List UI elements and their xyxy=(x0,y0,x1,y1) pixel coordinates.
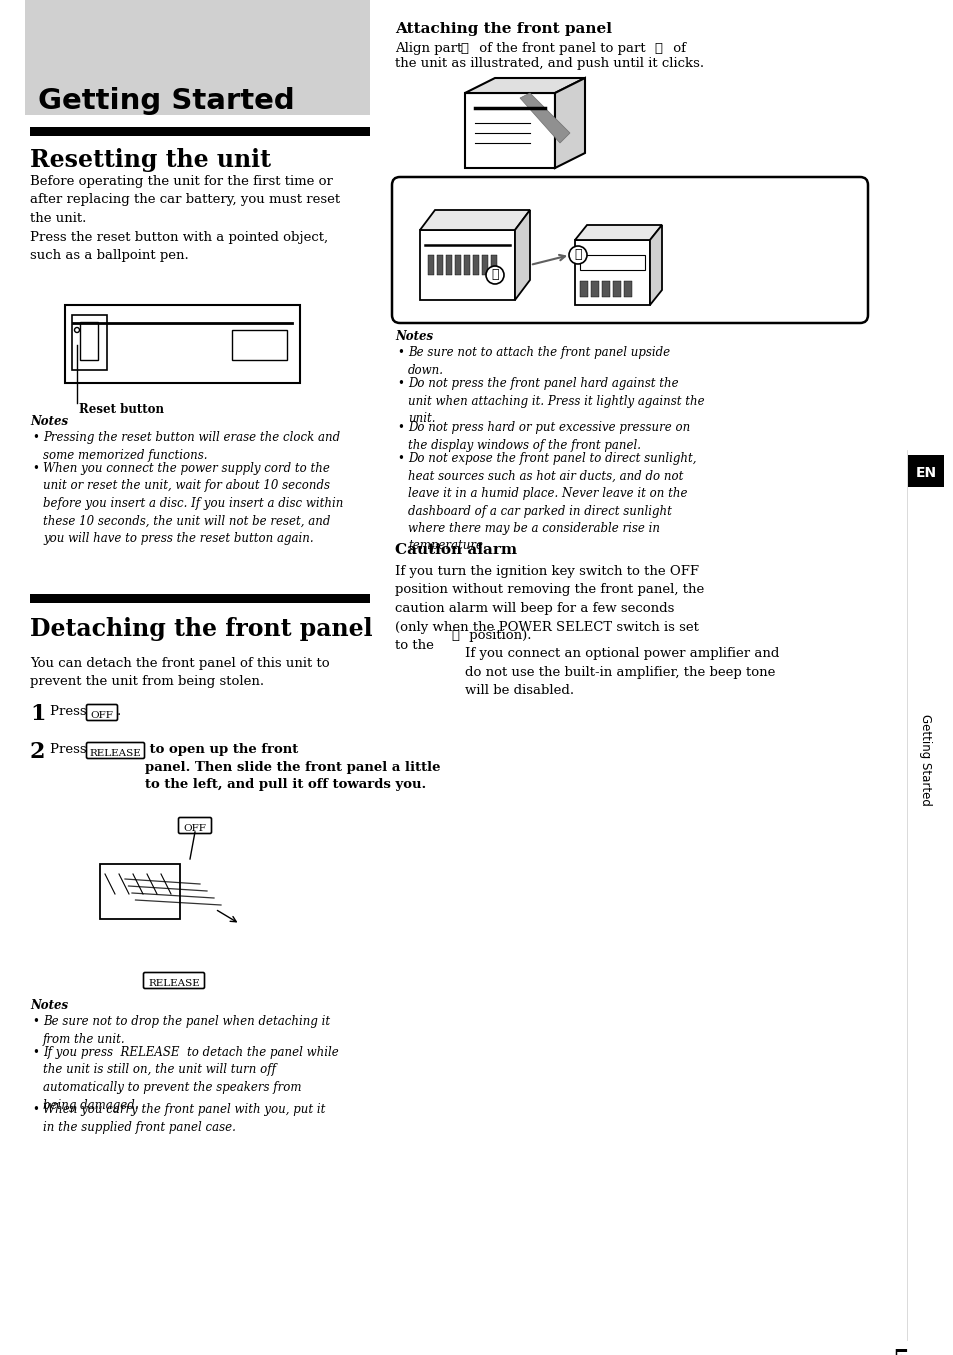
Polygon shape xyxy=(515,210,530,299)
Polygon shape xyxy=(575,225,661,240)
FancyBboxPatch shape xyxy=(232,331,287,360)
Bar xyxy=(455,255,460,275)
Text: 2: 2 xyxy=(30,741,46,763)
Text: •: • xyxy=(32,431,39,444)
Polygon shape xyxy=(464,93,555,168)
FancyBboxPatch shape xyxy=(87,705,117,721)
Text: Ⓑ: Ⓑ xyxy=(491,267,498,280)
Bar xyxy=(491,255,497,275)
Text: Be sure not to attach the front panel upside
down.: Be sure not to attach the front panel up… xyxy=(408,346,669,377)
Text: •: • xyxy=(396,346,403,359)
Text: Reset button: Reset button xyxy=(79,402,164,416)
Text: of: of xyxy=(668,42,685,56)
Text: Notes: Notes xyxy=(30,415,68,428)
Text: If you press  RELEASE  to detach the panel while
the unit is still on, the unit : If you press RELEASE to detach the panel… xyxy=(43,1046,338,1111)
FancyBboxPatch shape xyxy=(71,314,107,370)
Text: •: • xyxy=(396,421,403,434)
Text: Be sure not to drop the panel when detaching it
from the unit.: Be sure not to drop the panel when detac… xyxy=(43,1015,330,1046)
Polygon shape xyxy=(555,79,584,168)
Bar xyxy=(481,255,488,275)
Bar xyxy=(907,455,943,486)
Polygon shape xyxy=(519,93,569,144)
FancyBboxPatch shape xyxy=(392,178,867,322)
Text: Attaching the front panel: Attaching the front panel xyxy=(395,22,612,37)
Circle shape xyxy=(485,266,503,285)
Text: Before operating the unit for the first time or
after replacing the car battery,: Before operating the unit for the first … xyxy=(30,175,340,262)
Text: Ⓐ: Ⓐ xyxy=(451,629,458,642)
Text: 1: 1 xyxy=(30,703,46,725)
Text: Notes: Notes xyxy=(395,331,433,343)
Text: Ⓐ: Ⓐ xyxy=(574,248,581,260)
Text: .: . xyxy=(117,705,121,718)
Text: OFF: OFF xyxy=(183,824,206,833)
FancyBboxPatch shape xyxy=(65,305,299,383)
FancyBboxPatch shape xyxy=(100,864,180,919)
Polygon shape xyxy=(649,225,661,305)
Text: RELEASE: RELEASE xyxy=(148,980,200,988)
Text: the unit as illustrated, and push until it clicks.: the unit as illustrated, and push until … xyxy=(395,57,703,70)
Bar xyxy=(25,0,370,115)
Text: EN: EN xyxy=(915,466,936,480)
Circle shape xyxy=(74,328,79,332)
Text: If you turn the ignition key switch to the OFF
position without removing the fro: If you turn the ignition key switch to t… xyxy=(395,565,703,652)
Bar xyxy=(623,280,631,297)
FancyBboxPatch shape xyxy=(80,322,98,360)
Polygon shape xyxy=(575,240,649,305)
Bar xyxy=(446,255,452,275)
Text: When you carry the front panel with you, put it
in the supplied front panel case: When you carry the front panel with you,… xyxy=(43,1103,325,1134)
Bar xyxy=(30,127,370,136)
Polygon shape xyxy=(419,230,515,299)
Text: Notes: Notes xyxy=(30,999,68,1012)
Bar xyxy=(428,255,434,275)
Text: Press: Press xyxy=(50,743,91,756)
FancyBboxPatch shape xyxy=(143,973,204,989)
Text: Align part: Align part xyxy=(395,42,466,56)
FancyBboxPatch shape xyxy=(87,743,144,759)
Text: You can detach the front panel of this unit to
prevent the unit from being stole: You can detach the front panel of this u… xyxy=(30,657,330,688)
Bar xyxy=(30,593,370,603)
Text: •: • xyxy=(396,377,403,390)
Text: Press: Press xyxy=(50,705,91,718)
Bar xyxy=(463,255,470,275)
Text: Caution alarm: Caution alarm xyxy=(395,543,517,557)
Bar xyxy=(590,280,598,297)
Text: of the front panel to part: of the front panel to part xyxy=(475,42,649,56)
Text: •: • xyxy=(32,1103,39,1117)
Text: 5: 5 xyxy=(892,1348,909,1355)
Bar xyxy=(579,280,587,297)
Text: OFF: OFF xyxy=(91,711,113,720)
Bar xyxy=(436,255,442,275)
Text: •: • xyxy=(32,462,39,476)
Polygon shape xyxy=(419,210,530,230)
Text: •: • xyxy=(396,453,403,465)
FancyBboxPatch shape xyxy=(178,817,212,833)
Bar xyxy=(613,280,620,297)
Text: position).
If you connect an optional power amplifier and
do not use the built-i: position). If you connect an optional po… xyxy=(464,629,779,698)
Text: Getting Started: Getting Started xyxy=(919,714,931,806)
Text: Getting Started: Getting Started xyxy=(38,87,294,115)
Text: Pressing the reset button will erase the clock and
some memorized functions.: Pressing the reset button will erase the… xyxy=(43,431,340,462)
Circle shape xyxy=(568,247,586,264)
Bar xyxy=(601,280,609,297)
Text: •: • xyxy=(32,1015,39,1028)
Bar xyxy=(473,255,478,275)
Text: Detaching the front panel: Detaching the front panel xyxy=(30,617,373,641)
Text: to open up the front
panel. Then slide the front panel a little
to the left, and: to open up the front panel. Then slide t… xyxy=(145,743,440,791)
Text: •: • xyxy=(32,1046,39,1060)
Text: When you connect the power supply cord to the
unit or reset the unit, wait for a: When you connect the power supply cord t… xyxy=(43,462,343,545)
Polygon shape xyxy=(464,79,584,93)
Text: Do not press the front panel hard against the
unit when attaching it. Press it l: Do not press the front panel hard agains… xyxy=(408,377,704,425)
Text: Do not expose the front panel to direct sunlight,
heat sources such as hot air d: Do not expose the front panel to direct … xyxy=(408,453,696,553)
Text: RELEASE: RELEASE xyxy=(89,749,141,757)
Text: Ⓐ: Ⓐ xyxy=(459,42,468,56)
Text: Ⓑ: Ⓑ xyxy=(654,42,661,56)
Text: Resetting the unit: Resetting the unit xyxy=(30,148,271,172)
Bar xyxy=(579,255,644,270)
Text: Do not press hard or put excessive pressure on
the display windows of the front : Do not press hard or put excessive press… xyxy=(408,421,690,451)
